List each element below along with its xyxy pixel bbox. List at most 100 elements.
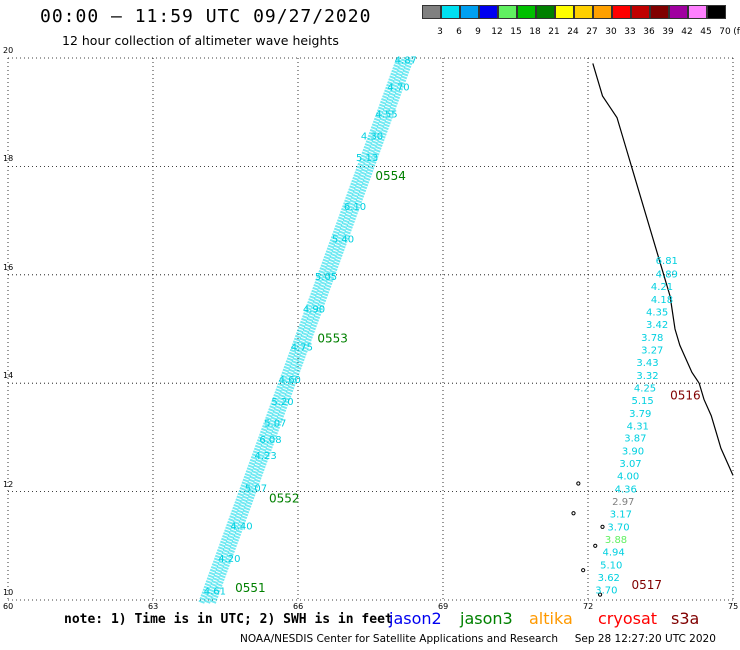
coastal-swh-label: 3.62 [598,573,620,584]
legend-label: 45 [700,27,712,37]
track-swh-label: 6.10 [344,202,366,213]
legend-label: 42 [681,27,693,37]
track-swh-label: 4.20 [218,554,240,565]
legend-swatch [517,5,536,19]
coastline-path [592,63,734,476]
coastal-swh-label: 3.70 [595,585,617,596]
legend-label: 6 [456,27,462,37]
legend-swatch [460,5,479,19]
legend-swatch [650,5,669,19]
track-swh-label: 4.75 [291,343,313,354]
track-swh-label: 5.20 [271,397,293,408]
time-label: 0553 [317,332,348,346]
coastal-swh-label: 3.90 [622,447,644,458]
y-tick-label: 10 [3,588,14,597]
track-swh-label: 4.61 [204,587,226,598]
y-tick-label: 16 [3,262,14,272]
satellite-jason2: jason2 [389,609,442,628]
coastal-swh-label: 3.70 [607,523,629,534]
legend-label: 24 [567,27,579,37]
time-label: 0554 [375,169,406,183]
island [600,524,605,529]
coastal-swh-label: 3.07 [619,459,641,470]
legend-swatch [479,5,498,19]
coastal-swh-label: 3.42 [646,320,668,331]
x-tick-label: 66 [293,602,304,611]
coastal-swh-label: 3.27 [641,345,663,356]
island [593,543,598,548]
coastal-swh-label: 4.89 [656,270,678,281]
island [576,481,581,486]
map-subtitle: 12 hour collection of altimeter wave hei… [62,33,339,48]
legend-label: 3 [437,27,443,37]
x-tick-label: 69 [438,602,449,611]
credit-timestamp: Sep 28 12:27:20 UTC 2020 [574,633,716,645]
swh-labels: 4.87 4.70 4.55 4.30 5.13 6.10 5.40 5.05 4.90 4.75… [204,55,701,597]
legend-swatch [631,5,650,19]
track-swh-label: 5.07 [264,419,286,430]
y-tick-label: 18 [3,154,14,164]
coastal-swh-label: 4.36 [615,485,637,496]
y-tick-label: 14 [3,371,14,381]
y-tick-label: 12 [3,479,14,489]
legend-swatch [688,5,707,19]
map-title: 00:00 – 11:59 UTC 09/27/2020 [40,6,372,27]
legend-swatch [441,5,460,19]
track-swh-label: 4.60 [279,375,301,386]
coastal-swh-label: 3.32 [636,371,658,382]
island [597,592,603,597]
coastal-swh-label: 3.43 [636,358,658,369]
coastal-swh-label: 3.87 [624,434,646,445]
track-swh-label: 4.30 [361,131,383,142]
coastal-swh-label: 3.79 [629,409,651,420]
time-label: 0552 [269,491,300,505]
legend-label: 39 [662,27,674,37]
legend-swatch [669,5,688,19]
satellite-s3a: s3a [671,609,700,628]
credit-org: NOAA/NESDIS Center for Satellite Applica… [240,633,558,645]
coastal-swh-label: 4.31 [627,421,649,432]
legend-label: 33 [624,27,636,37]
coastal-swh-label: 4.21 [651,282,673,293]
legend-swatch [422,5,441,19]
island [571,511,576,516]
track-swh-label: 4.70 [387,83,409,94]
legend-label: 70 [719,27,731,37]
x-tick-label: 60 [3,602,14,611]
coastal-swh-label: 4.25 [634,383,656,394]
coastal-swh-label: 4.00 [617,472,639,483]
legend-label: 36 [643,27,655,37]
footer-credit: NOAA/NESDIS Center for Satellite Applica… [240,633,716,645]
track-swath [198,56,403,604]
grid-lines [7,57,734,601]
legend-swatch [536,5,555,19]
track-swh-label: 4.55 [375,110,397,121]
legend-label: 12 [491,27,503,37]
time-label: 0516 [670,388,701,402]
legend-label: 18 [529,27,541,37]
altimeter-tracks [198,56,414,604]
coastal-swh-label: 5.15 [632,396,654,407]
coastline [571,63,734,597]
legend-swatch [593,5,612,19]
track-swh-label: 4.90 [303,305,325,316]
track-swh-label: 4.40 [230,522,252,533]
coastal-swh-label: 2.97 [612,497,634,508]
track-swh-label: 6.08 [259,435,281,446]
x-tick-label: 63 [148,602,159,611]
x-tick-label: 75 [728,602,739,611]
track-swh-label: 4.87 [395,55,417,66]
coastal-swh-label: 3.88 [605,535,627,546]
satellite-jason3: jason3 [460,609,513,628]
y-tick-label: 20 [3,46,14,55]
coastal-swh-label: 6.81 [656,256,678,267]
track-swh-label: 5.05 [315,272,337,283]
track-swath [210,56,414,604]
coastal-swh-label: 3.17 [610,510,632,521]
legend-label: 9 [475,27,481,37]
legend-label: 30 [605,27,617,37]
legend-label: 21 [548,27,560,37]
track-swh-label: 5.40 [332,234,354,245]
